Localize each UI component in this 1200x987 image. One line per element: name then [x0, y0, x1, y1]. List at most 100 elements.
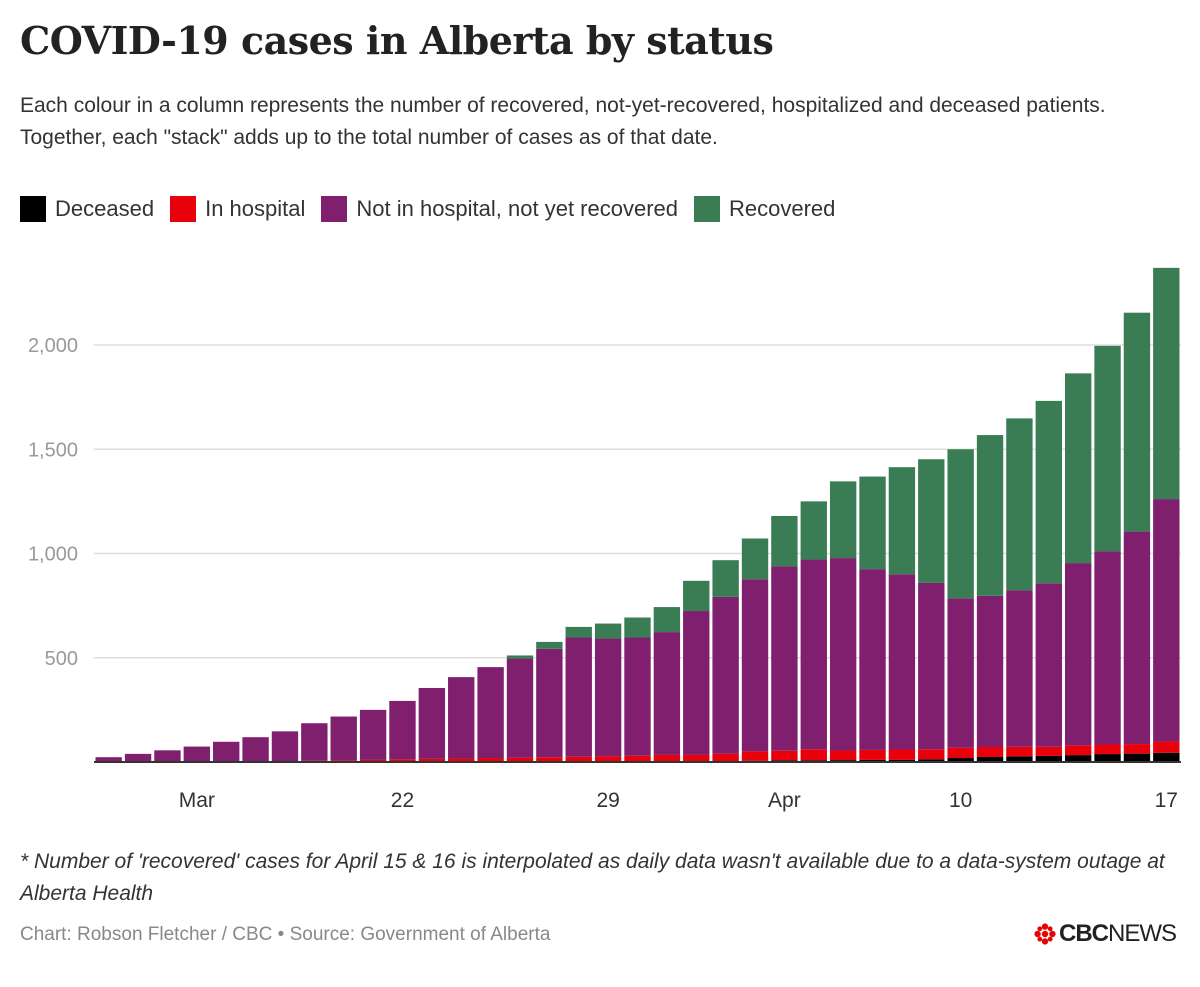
- bar-segment-not-in-hospital-not-yet-recovered: [183, 746, 211, 762]
- bar-segment-not-in-hospital-not-yet-recovered: [271, 731, 299, 762]
- bar-segment-deceased: [1064, 755, 1092, 762]
- bar-segment-not-in-hospital-not-yet-recovered: [1035, 583, 1062, 747]
- bar-segment-not-in-hospital-not-yet-recovered: [1094, 551, 1121, 745]
- bar-segment-in-hospital: [947, 747, 974, 759]
- bar-segment-not-in-hospital-not-yet-recovered: [594, 638, 622, 757]
- bar-segment-recovered: [624, 617, 651, 638]
- bar-segment-deceased: [947, 758, 974, 762]
- bar-segment-in-hospital: [624, 755, 651, 762]
- logo-brand: CBC: [1059, 920, 1109, 947]
- bar-segment-deceased: [918, 759, 945, 762]
- bar-segment-recovered: [918, 459, 945, 583]
- bar-segment-in-hospital: [418, 758, 446, 762]
- bar-segment-not-in-hospital-not-yet-recovered: [565, 637, 592, 757]
- x-tick-label: 29: [596, 789, 619, 812]
- y-tick-label: 500: [45, 648, 78, 670]
- bar-segment-in-hospital: [741, 751, 769, 761]
- bar-segment-in-hospital: [594, 756, 622, 762]
- bar-segment-not-in-hospital-not-yet-recovered: [448, 677, 475, 759]
- legend-swatch-deceased: [20, 196, 46, 222]
- legend-item-recovered: Recovered: [694, 196, 835, 222]
- legend-item-not-recovered: Not in hospital, not yet recovered: [321, 196, 678, 222]
- bar-segment-deceased: [888, 759, 916, 762]
- bar-segment-deceased: [859, 759, 886, 762]
- legend-swatch-not-recovered: [321, 196, 348, 222]
- bar-segment-recovered: [741, 538, 769, 580]
- cbc-gem-icon: [1034, 923, 1056, 945]
- bar-segment-not-in-hospital-not-yet-recovered: [771, 566, 798, 751]
- legend-item-deceased: Deceased: [20, 196, 154, 222]
- bar-segment-not-in-hospital-not-yet-recovered: [1153, 499, 1180, 742]
- bar-segment-not-in-hospital-not-yet-recovered: [888, 574, 916, 750]
- bar-segment-in-hospital: [918, 749, 945, 760]
- legend-label-in-hospital: In hospital: [205, 196, 306, 221]
- y-tick-label: 2,000: [28, 335, 78, 357]
- bar-segment-recovered: [1123, 312, 1151, 532]
- y-axis: 500 1,000 1,500 2,000: [28, 335, 78, 670]
- bar-segment-deceased: [1035, 755, 1062, 762]
- bar-segment-not-in-hospital-not-yet-recovered: [477, 667, 504, 759]
- bar-segment-not-in-hospital-not-yet-recovered: [330, 716, 357, 761]
- bar-segment-not-in-hospital-not-yet-recovered: [506, 658, 534, 758]
- bar-segment-deceased: [1153, 752, 1180, 762]
- y-tick-label: 1,000: [28, 544, 78, 566]
- bar-segment-recovered: [829, 481, 857, 559]
- chart-subtitle: Each colour in a column represents the n…: [20, 94, 1106, 149]
- bar-segment-not-in-hospital-not-yet-recovered: [242, 737, 269, 762]
- bar-segment-in-hospital: [653, 754, 681, 762]
- bar-segment-in-hospital: [389, 759, 416, 762]
- bar-segment-recovered: [1035, 400, 1062, 584]
- x-tick-label: 10: [949, 789, 972, 812]
- bar-segment-recovered: [712, 560, 739, 597]
- cbc-news-logo: CBC NEWS: [1034, 920, 1177, 948]
- bar-segment-in-hospital: [1094, 744, 1121, 755]
- legend: Deceased In hospital Not in hospital, no…: [20, 196, 851, 222]
- bar-segment-not-in-hospital-not-yet-recovered: [741, 579, 769, 752]
- bar-segment-recovered: [506, 655, 534, 659]
- bar-segment-recovered: [888, 467, 916, 575]
- legend-item-in-hospital: In hospital: [170, 196, 305, 222]
- bar-segment-in-hospital: [1153, 741, 1180, 753]
- bar-segment-in-hospital: [1006, 746, 1033, 757]
- bar-segment-in-hospital: [359, 759, 387, 762]
- bar-segment-recovered: [1094, 345, 1121, 552]
- bar-segment-not-in-hospital-not-yet-recovered: [418, 687, 446, 759]
- bar-segment-not-in-hospital-not-yet-recovered: [389, 700, 416, 760]
- bar-segment-in-hospital: [800, 749, 827, 761]
- bar-segment-recovered: [859, 476, 886, 570]
- bar-segment-not-in-hospital-not-yet-recovered: [536, 648, 563, 758]
- legend-label-not-recovered: Not in hospital, not yet recovered: [356, 196, 678, 221]
- bar-segment-in-hospital: [1123, 744, 1151, 754]
- bar-segment-not-in-hospital-not-yet-recovered: [124, 753, 152, 762]
- bar-segment-in-hospital: [1064, 745, 1092, 756]
- bar-segment-in-hospital: [536, 757, 563, 762]
- bar-segment-deceased: [976, 756, 1004, 762]
- bar-segment-recovered: [976, 435, 1004, 596]
- bar-segment-not-in-hospital-not-yet-recovered: [829, 558, 857, 751]
- bar-segment-in-hospital: [448, 758, 475, 762]
- bar-segment-recovered: [1064, 373, 1092, 564]
- bar-segment-in-hospital: [477, 758, 504, 762]
- bar-segment-in-hospital: [859, 749, 886, 760]
- bar-segment-not-in-hospital-not-yet-recovered: [918, 582, 945, 750]
- y-tick-label: 1,500: [28, 439, 78, 461]
- bar-segment-recovered: [947, 449, 974, 599]
- footnote: * Number of 'recovered' cases for April …: [20, 850, 1165, 905]
- chart-bars: [95, 267, 1180, 763]
- bar-segment-deceased: [1094, 754, 1121, 762]
- bar-segment-in-hospital: [771, 750, 798, 761]
- bar-segment-not-in-hospital-not-yet-recovered: [800, 559, 827, 750]
- bar-segment-deceased: [1006, 756, 1033, 762]
- x-tick-label: Mar: [179, 789, 215, 812]
- bar-segment-in-hospital: [712, 753, 739, 762]
- stacked-bar-chart: 500 1,000 1,500 2,000 Mar 22 29 Apr 10 17: [28, 267, 1181, 812]
- bar-segment-recovered: [594, 623, 622, 639]
- bar-segment-not-in-hospital-not-yet-recovered: [712, 596, 739, 754]
- bar-segment-in-hospital: [829, 750, 857, 761]
- x-tick-label: 17: [1155, 789, 1178, 812]
- bar-segment-recovered: [536, 641, 563, 649]
- bar-segment-not-in-hospital-not-yet-recovered: [154, 750, 181, 762]
- x-axis: Mar 22 29 Apr 10 17: [94, 761, 1181, 812]
- bar-segment-recovered: [653, 607, 681, 633]
- chart-credit: Chart: Robson Fletcher / CBC • Source: G…: [20, 924, 551, 945]
